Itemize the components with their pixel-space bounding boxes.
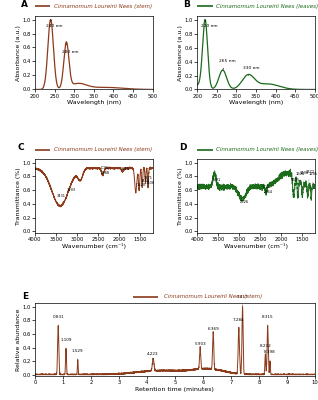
Text: 7.284: 7.284 [233,318,245,328]
Text: B: B [183,0,190,9]
Text: Cinnamomum Loureirii Nees (leaves): Cinnamomum Loureirii Nees (leaves) [216,147,318,152]
Y-axis label: Transmittance (%): Transmittance (%) [16,167,21,225]
Text: Cinnamomum Loureirii Nees (stem): Cinnamomum Loureirii Nees (stem) [164,294,262,299]
Text: 1.529: 1.529 [72,349,84,360]
X-axis label: Retention time (minutes): Retention time (minutes) [135,386,214,392]
Text: 1285: 1285 [309,172,318,198]
Text: 7.417: 7.417 [237,295,248,307]
Y-axis label: Absorbance (a.u.): Absorbance (a.u.) [178,25,183,81]
Text: 5.903: 5.903 [194,342,206,353]
Text: 220 nm: 220 nm [201,20,218,28]
Text: 6.369: 6.369 [207,326,219,337]
Text: 4.223: 4.223 [147,352,159,362]
Text: 280 nm: 280 nm [62,44,78,54]
X-axis label: Wavelength (nm): Wavelength (nm) [229,100,283,105]
X-axis label: Wavenumber (cm⁻¹): Wavenumber (cm⁻¹) [62,243,126,249]
X-axis label: Wavenumber (cm⁻¹): Wavenumber (cm⁻¹) [224,243,288,249]
X-axis label: Wavelength (nm): Wavelength (nm) [67,100,121,105]
Text: 1604: 1604 [295,172,305,194]
Text: A: A [21,0,28,9]
Text: D: D [180,143,187,152]
Y-axis label: Transmittance (%): Transmittance (%) [178,167,183,225]
Text: 1308: 1308 [146,181,155,188]
Text: (CO₂)
2388: (CO₂) 2388 [100,166,110,175]
Text: 1496: 1496 [300,171,309,193]
Text: 1520: 1520 [137,183,146,190]
Text: Cinnamomum Loureirii Nees (leaves): Cinnamomum Loureirii Nees (leaves) [216,4,318,9]
Text: Cinnamomum Loureirii Nees (stem): Cinnamomum Loureirii Nees (stem) [54,4,152,9]
Text: 3591: 3591 [212,172,221,182]
Text: 0.831: 0.831 [52,315,64,326]
Text: 3193: 3193 [67,188,76,192]
Text: 1915: 1915 [121,167,130,172]
Text: 1.109: 1.109 [60,338,72,349]
Text: 265 nm: 265 nm [219,59,235,70]
Y-axis label: Relative abundance: Relative abundance [16,308,21,370]
Text: 1372: 1372 [305,170,314,193]
Text: 8.398: 8.398 [264,350,276,361]
Text: 2926: 2926 [240,199,249,204]
Text: 1705: 1705 [291,178,300,193]
Text: 330 nm: 330 nm [244,66,260,76]
Y-axis label: Absorbance (a.u.): Absorbance (a.u.) [16,25,21,81]
Text: 1448: 1448 [140,179,149,188]
Text: 3431: 3431 [57,194,66,206]
Text: (CO₂)
2364: (CO₂) 2364 [263,185,273,194]
Text: 1371: 1371 [143,176,152,183]
Text: E: E [22,292,29,300]
Text: C: C [17,143,24,152]
Text: 8.315: 8.315 [262,315,273,326]
Text: 240 nm: 240 nm [46,20,62,28]
Text: Cinnamomum Loureirii Nees (stem): Cinnamomum Loureirii Nees (stem) [54,147,152,152]
Text: 8.232: 8.232 [259,344,271,354]
